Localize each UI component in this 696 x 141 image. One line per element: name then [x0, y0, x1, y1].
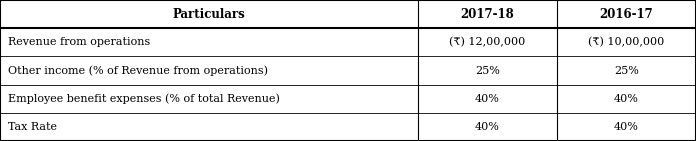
Text: 25%: 25% — [475, 66, 500, 75]
Text: 25%: 25% — [614, 66, 639, 75]
Text: Employee benefit expenses (% of total Revenue): Employee benefit expenses (% of total Re… — [8, 93, 280, 104]
Text: Tax Rate: Tax Rate — [8, 122, 57, 132]
Text: 40%: 40% — [475, 94, 500, 104]
Text: 40%: 40% — [614, 94, 639, 104]
Text: Other income (% of Revenue from operations): Other income (% of Revenue from operatio… — [8, 65, 269, 76]
Text: 40%: 40% — [475, 122, 500, 132]
Text: Particulars: Particulars — [173, 8, 245, 21]
Text: Revenue from operations: Revenue from operations — [8, 37, 150, 47]
Text: 40%: 40% — [614, 122, 639, 132]
Text: 2017-18: 2017-18 — [460, 8, 514, 21]
Text: (₹) 10,00,000: (₹) 10,00,000 — [588, 37, 665, 48]
Text: 2016-17: 2016-17 — [599, 8, 654, 21]
Text: (₹) 12,00,000: (₹) 12,00,000 — [449, 37, 525, 48]
